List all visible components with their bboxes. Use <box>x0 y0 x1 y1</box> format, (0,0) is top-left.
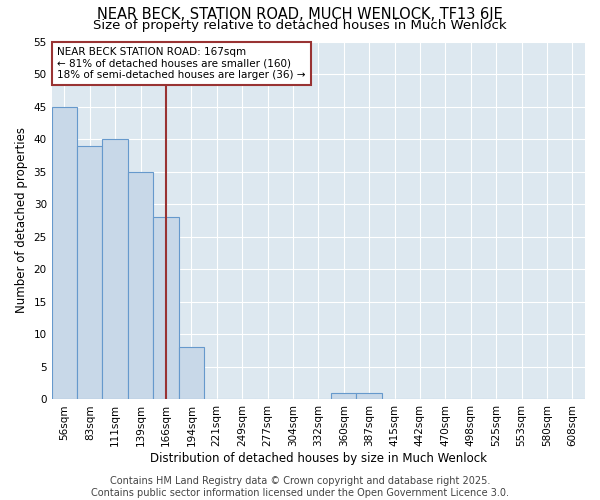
Y-axis label: Number of detached properties: Number of detached properties <box>15 128 28 314</box>
Text: Size of property relative to detached houses in Much Wenlock: Size of property relative to detached ho… <box>93 19 507 32</box>
Bar <box>52 106 77 400</box>
Text: Contains HM Land Registry data © Crown copyright and database right 2025.
Contai: Contains HM Land Registry data © Crown c… <box>91 476 509 498</box>
Text: NEAR BECK STATION ROAD: 167sqm
← 81% of detached houses are smaller (160)
18% of: NEAR BECK STATION ROAD: 167sqm ← 81% of … <box>57 47 305 80</box>
Bar <box>103 139 128 400</box>
Text: NEAR BECK, STATION ROAD, MUCH WENLOCK, TF13 6JE: NEAR BECK, STATION ROAD, MUCH WENLOCK, T… <box>97 8 503 22</box>
Bar <box>77 146 103 400</box>
Bar <box>153 217 179 400</box>
Bar <box>356 393 382 400</box>
Bar <box>128 172 153 400</box>
Bar <box>331 393 356 400</box>
Bar <box>179 348 204 400</box>
X-axis label: Distribution of detached houses by size in Much Wenlock: Distribution of detached houses by size … <box>150 452 487 465</box>
